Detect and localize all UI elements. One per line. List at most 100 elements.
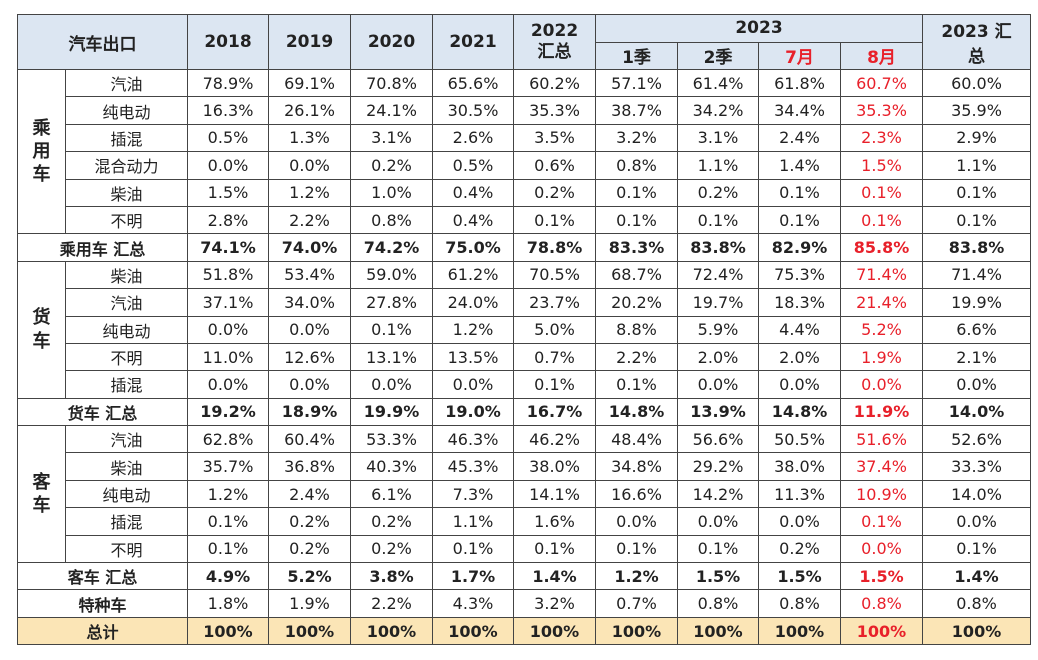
value-cell: 1.2% bbox=[268, 178, 351, 207]
table-body: 乘用车 汽油 78.9% 69.1% 70.8% 65.6% 60.2% 57.1% 61.4%… bbox=[17, 68, 1032, 646]
value-cell: 35.9% bbox=[922, 96, 1032, 125]
value-cell: 46.3% bbox=[432, 425, 514, 454]
data-row: 不明 0.1% 0.2% 0.2% 0.1% 0.1% 0.1% 0.1% 0.2% 0.0% 0.… bbox=[18, 534, 1032, 564]
row-label: 柴油 bbox=[65, 178, 188, 207]
subtotal-row: 乘用车 汇总 74.1% 74.0% 74.2% 75.0% 78.8% 83.3% 83.8… bbox=[17, 233, 1032, 262]
value-cell: 11.9% bbox=[839, 397, 924, 427]
value-cell: 0.1% bbox=[513, 205, 596, 235]
year-header: 2020 bbox=[350, 14, 433, 70]
data-row: 货车 柴油 51.8% 53.4% 59.0% 61.2% 70.5% 68.7% 72.4% 7… bbox=[17, 260, 1032, 399]
value-cell: 1.0% bbox=[350, 178, 433, 207]
value-cell: 2.0% bbox=[677, 342, 759, 372]
value-cell: 100% bbox=[187, 616, 269, 646]
value-cell: 78.8% bbox=[513, 233, 596, 262]
value-cell: 12.6% bbox=[268, 342, 351, 372]
value-cell: 70.5% bbox=[513, 260, 596, 290]
value-cell: 0.2% bbox=[513, 178, 596, 207]
value-cell: 2.1% bbox=[922, 342, 1032, 372]
value-cell: 1.2% bbox=[187, 479, 269, 509]
value-cell: 1.5% bbox=[839, 151, 924, 180]
value-cell: 0.2% bbox=[677, 178, 759, 207]
group-label: 客车 bbox=[17, 425, 66, 564]
year-header: 2019 bbox=[268, 14, 351, 70]
value-cell: 7.3% bbox=[432, 479, 514, 509]
value-cell: 2.0% bbox=[758, 342, 841, 372]
value-cell: 0.1% bbox=[432, 534, 514, 564]
value-cell: 60.2% bbox=[513, 68, 596, 98]
value-cell: 19.9% bbox=[350, 397, 433, 427]
period-header: 8月 bbox=[839, 41, 924, 70]
value-cell: 34.8% bbox=[595, 452, 678, 481]
value-cell: 24.1% bbox=[350, 96, 433, 125]
export-share-table: 汽车出口 2018 2019 2020 2021 2022 汇总 2023 2023 汇总 1季… bbox=[17, 14, 1032, 646]
period-header: 1季 bbox=[595, 41, 678, 70]
row-label: 不明 bbox=[65, 534, 188, 564]
value-cell: 0.1% bbox=[677, 534, 759, 564]
value-cell: 0.8% bbox=[350, 205, 433, 235]
value-cell: 1.6% bbox=[513, 507, 596, 536]
row-label: 纯电动 bbox=[65, 96, 188, 125]
value-cell: 0.0% bbox=[187, 151, 269, 180]
value-cell: 33.3% bbox=[922, 452, 1032, 481]
value-cell: 14.8% bbox=[595, 397, 678, 427]
value-cell: 13.5% bbox=[432, 342, 514, 372]
value-cell: 71.4% bbox=[839, 260, 924, 290]
group-label: 乘用车 bbox=[17, 68, 66, 235]
value-cell: 74.2% bbox=[350, 233, 433, 262]
value-cell: 0.0% bbox=[839, 534, 924, 564]
value-cell: 5.2% bbox=[839, 315, 924, 344]
group-label-text: 客车 bbox=[32, 471, 51, 517]
value-cell: 1.2% bbox=[432, 315, 514, 344]
value-cell: 72.4% bbox=[677, 260, 759, 290]
value-cell: 100% bbox=[677, 616, 759, 646]
value-cell: 60.0% bbox=[922, 68, 1032, 98]
value-cell: 0.1% bbox=[922, 534, 1032, 564]
value-cell: 53.3% bbox=[350, 425, 433, 454]
value-cell: 3.5% bbox=[513, 123, 596, 153]
subtotal-label: 货车 汇总 bbox=[17, 397, 188, 427]
value-cell: 2.2% bbox=[595, 342, 678, 372]
value-cell: 0.4% bbox=[432, 178, 514, 207]
value-cell: 0.2% bbox=[268, 534, 351, 564]
value-cell: 16.6% bbox=[595, 479, 678, 509]
value-cell: 0.1% bbox=[187, 507, 269, 536]
value-cell: 2.2% bbox=[350, 589, 433, 618]
value-cell: 1.4% bbox=[513, 562, 596, 591]
special-label: 特种车 bbox=[17, 589, 188, 618]
value-cell: 13.1% bbox=[350, 342, 433, 372]
value-cell: 60.4% bbox=[268, 425, 351, 454]
value-cell: 82.9% bbox=[758, 233, 841, 262]
value-cell: 0.0% bbox=[268, 151, 351, 180]
data-row: 柴油 1.5% 1.2% 1.0% 0.4% 0.2% 0.1% 0.2% 0.1% 0.1% 0.… bbox=[18, 178, 1032, 207]
value-cell: 0.0% bbox=[677, 507, 759, 536]
value-cell: 1.1% bbox=[677, 151, 759, 180]
value-cell: 50.5% bbox=[758, 425, 841, 454]
header-row: 汽车出口 2018 2019 2020 2021 2022 汇总 2023 2023 汇总 bbox=[17, 14, 1032, 70]
value-cell: 14.0% bbox=[922, 397, 1032, 427]
data-row: 柴油 35.7% 36.8% 40.3% 45.3% 38.0% 34.8% 29.2% 38.… bbox=[18, 452, 1032, 481]
value-cell: 3.8% bbox=[350, 562, 433, 591]
value-cell: 0.2% bbox=[350, 534, 433, 564]
row-label: 不明 bbox=[65, 342, 188, 372]
subtotal-label: 客车 汇总 bbox=[17, 562, 188, 591]
value-cell: 0.1% bbox=[677, 205, 759, 235]
value-cell: 0.8% bbox=[839, 589, 924, 618]
value-cell: 69.1% bbox=[268, 68, 351, 98]
value-cell: 100% bbox=[595, 616, 678, 646]
value-cell: 0.7% bbox=[513, 342, 596, 372]
value-cell: 37.1% bbox=[187, 288, 269, 317]
data-row: 汽油 37.1% 34.0% 27.8% 24.0% 23.7% 20.2% 19.7% 18.… bbox=[18, 288, 1032, 317]
value-cell: 0.0% bbox=[432, 370, 514, 399]
data-row: 客车 汽油 62.8% 60.4% 53.3% 46.3% 46.2% 48.4% 56.6% 5… bbox=[17, 425, 1032, 564]
value-cell: 0.1% bbox=[350, 315, 433, 344]
value-cell: 57.1% bbox=[595, 68, 678, 98]
value-cell: 14.0% bbox=[922, 479, 1032, 509]
value-cell: 4.4% bbox=[758, 315, 841, 344]
value-cell: 0.0% bbox=[677, 370, 759, 399]
value-cell: 0.0% bbox=[187, 315, 269, 344]
data-row: 乘用车 汽油 78.9% 69.1% 70.8% 65.6% 60.2% 57.1% 61.4%… bbox=[17, 68, 1032, 235]
value-cell: 0.0% bbox=[268, 315, 351, 344]
value-cell: 1.3% bbox=[268, 123, 351, 153]
value-cell: 1.5% bbox=[839, 562, 924, 591]
value-cell: 61.2% bbox=[432, 260, 514, 290]
